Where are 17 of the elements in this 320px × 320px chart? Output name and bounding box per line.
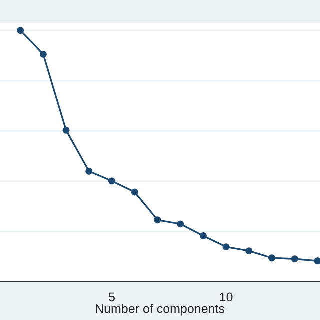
point — [131, 188, 138, 196]
x-axis-title: Number of components — [96, 304, 225, 316]
point — [154, 216, 162, 224]
point — [222, 244, 230, 251]
point — [17, 27, 24, 34]
point — [200, 232, 207, 240]
x-tick-label: 10 — [220, 292, 233, 302]
point — [246, 248, 253, 255]
point — [268, 254, 276, 262]
point — [40, 50, 47, 58]
point — [108, 178, 116, 185]
point — [177, 220, 184, 228]
point — [314, 258, 320, 265]
x-tick-label: 5 — [109, 292, 115, 302]
point — [291, 256, 298, 263]
point — [62, 126, 70, 134]
point — [86, 168, 93, 175]
